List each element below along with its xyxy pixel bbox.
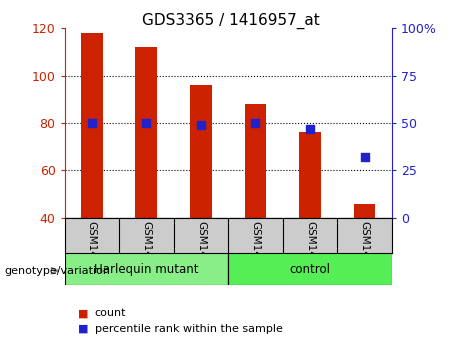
Text: GSM149360: GSM149360 bbox=[87, 221, 97, 284]
Text: genotype/variation: genotype/variation bbox=[5, 266, 111, 276]
Bar bbox=[81, 33, 103, 218]
Bar bbox=[299, 132, 321, 218]
Point bbox=[142, 120, 150, 126]
Point bbox=[361, 154, 368, 160]
Point bbox=[306, 126, 313, 132]
Text: percentile rank within the sample: percentile rank within the sample bbox=[95, 324, 283, 333]
Bar bbox=[136, 47, 157, 218]
Text: ■: ■ bbox=[78, 324, 89, 333]
Bar bbox=[190, 85, 212, 218]
Point bbox=[197, 122, 205, 128]
Bar bbox=[228, 253, 392, 285]
Text: GDS3365 / 1416957_at: GDS3365 / 1416957_at bbox=[142, 12, 319, 29]
Bar bbox=[65, 253, 228, 285]
Text: control: control bbox=[290, 263, 331, 275]
Text: Harlequin mutant: Harlequin mutant bbox=[94, 263, 199, 275]
Text: GSM149362: GSM149362 bbox=[196, 221, 206, 284]
Text: GSM149363: GSM149363 bbox=[250, 221, 260, 284]
Point bbox=[88, 120, 95, 126]
Text: GSM149364: GSM149364 bbox=[305, 221, 315, 284]
Bar bbox=[354, 204, 375, 218]
Text: GSM149361: GSM149361 bbox=[142, 221, 151, 284]
Text: GSM149365: GSM149365 bbox=[360, 221, 370, 284]
Text: count: count bbox=[95, 308, 126, 318]
Point bbox=[252, 120, 259, 126]
Text: ■: ■ bbox=[78, 308, 89, 318]
Bar bbox=[244, 104, 266, 218]
